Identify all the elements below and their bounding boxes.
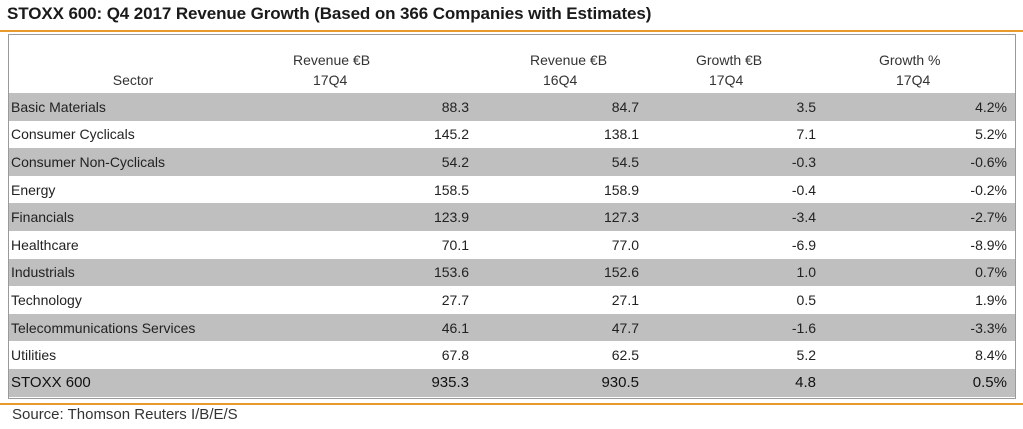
page-title: STOXX 600: Q4 2017 Revenue Growth (Based… <box>7 4 652 23</box>
table-row: Telecommunications Services 46.1 47.7 -1.6 -… <box>9 313 1015 342</box>
cell-growth-eur: 0.5 <box>796 291 816 308</box>
cell-revenue-17q4: 153.6 <box>433 264 469 281</box>
bottom-accent-rule <box>0 403 1023 405</box>
cell-revenue-16q4: 127.3 <box>603 209 639 226</box>
table-row: Technology 27.7 27.1 0.5 1.9% <box>9 286 1015 314</box>
cell-revenue-16q4: 54.5 <box>611 153 639 170</box>
column-subheader-growth-pct: 17Q4 <box>896 72 931 88</box>
header-row-periods: Sector 17Q4 16Q4 17Q4 17Q4 <box>9 72 1015 93</box>
cell-revenue-17q4: 145.2 <box>433 126 469 143</box>
cell-growth-eur: -0.4 <box>791 181 816 198</box>
cell-sector: Consumer Non-Cyclicals <box>11 153 166 170</box>
table-row: Energy 158.5 158.9 -0.4 -0.2% <box>9 176 1015 204</box>
table-row: Basic Materials 88.3 84.7 3.5 4.2% <box>9 93 1015 121</box>
column-header-growth-pct: Growth % <box>879 52 941 68</box>
cell-revenue-16q4: 84.7 <box>611 98 639 115</box>
cell-revenue-17q4: 88.3 <box>441 98 469 115</box>
cell-growth-eur: 3.5 <box>796 98 816 115</box>
cell-revenue-17q4: 67.8 <box>441 347 469 364</box>
column-header-sector-top <box>9 35 257 72</box>
table-row: Healthcare 70.1 77.0 -6.9 -8.9% <box>9 231 1015 259</box>
table-row: Utilities 67.8 62.5 5.2 8.4% <box>9 341 1015 369</box>
cell-growth-pct: -0.2% <box>970 181 1007 198</box>
table-total-row: STOXX 600 935.3 930.5 4.8 0.5% <box>9 368 1015 397</box>
cell-growth-eur: 1.0 <box>796 264 816 281</box>
cell-sector: Basic Materials <box>11 98 106 115</box>
column-header-revenue-16q4: Revenue €B <box>530 52 608 68</box>
column-header-sector: Sector <box>112 72 154 88</box>
table-frame <box>8 34 1016 399</box>
cell-growth-eur: -1.6 <box>791 319 816 336</box>
cell-growth-pct: 5.2% <box>975 126 1007 143</box>
cell-growth-pct: -8.9% <box>970 236 1007 253</box>
top-accent-rule <box>0 30 1023 32</box>
table-row: Industrials 153.6 152.6 1.0 0.7% <box>9 258 1015 287</box>
column-subheader-growth-eur: 17Q4 <box>709 72 744 88</box>
cell-revenue-16q4: 138.1 <box>603 126 639 143</box>
column-subheader-revenue-17q4: 17Q4 <box>313 72 348 88</box>
cell-growth-pct: 1.9% <box>975 291 1007 308</box>
column-subheader-revenue-16q4: 16Q4 <box>543 72 578 88</box>
cell-growth-pct: 8.4% <box>975 347 1007 364</box>
table-body: Basic Materials 88.3 84.7 3.5 4.2% Consumer C… <box>9 93 1015 397</box>
column-header-growth-eur: Growth €B <box>696 52 763 68</box>
cell-sector: Consumer Cyclicals <box>11 126 135 143</box>
cell-revenue-16q4: 77.0 <box>611 236 639 253</box>
source-note: Source: Thomson Reuters I/B/E/S <box>12 406 238 423</box>
cell-growth-eur: -6.9 <box>791 236 816 253</box>
cell-revenue-16q4: 152.6 <box>603 264 639 281</box>
cell-sector: Energy <box>11 181 56 198</box>
total-cell-growth-eur: 4.8 <box>795 374 816 392</box>
total-cell-revenue-17q4: 935.3 <box>431 374 469 392</box>
header-row-labels: Revenue €B Revenue €B Growth €B Growth % <box>9 35 1015 72</box>
table-row: Consumer Cyclicals 145.2 138.1 7.1 5.2% <box>9 121 1015 149</box>
cell-sector: Technology <box>11 291 82 308</box>
revenue-growth-table: Revenue €B Revenue €B Growth €B Growth %… <box>9 35 1015 397</box>
cell-revenue-16q4: 27.1 <box>611 291 639 308</box>
cell-revenue-17q4: 46.1 <box>441 319 469 336</box>
cell-growth-eur: -3.4 <box>791 209 816 226</box>
total-cell-revenue-16q4: 930.5 <box>601 374 639 392</box>
cell-revenue-17q4: 123.9 <box>433 209 469 226</box>
cell-sector: Industrials <box>11 264 75 281</box>
cell-growth-eur: 5.2 <box>796 347 816 364</box>
cell-revenue-17q4: 70.1 <box>441 236 469 253</box>
cell-revenue-16q4: 158.9 <box>603 181 639 198</box>
cell-revenue-17q4: 158.5 <box>433 181 469 198</box>
table-row: Financials 123.9 127.3 -3.4 -2.7% <box>9 203 1015 231</box>
cell-growth-pct: -2.7% <box>970 209 1007 226</box>
total-cell-sector: STOXX 600 <box>11 374 91 392</box>
total-cell-growth-pct: 0.5% <box>972 374 1007 392</box>
cell-sector: Financials <box>11 209 75 226</box>
cell-revenue-16q4: 62.5 <box>611 347 639 364</box>
cell-revenue-17q4: 54.2 <box>441 153 469 170</box>
cell-revenue-17q4: 27.7 <box>441 291 469 308</box>
cell-growth-pct: 0.7% <box>975 264 1007 281</box>
cell-sector: Telecommunications Services <box>11 319 196 336</box>
cell-sector: Utilities <box>11 347 57 364</box>
column-header-revenue-17q4: Revenue €B <box>293 52 371 68</box>
cell-revenue-16q4: 47.7 <box>611 319 639 336</box>
cell-growth-pct: 4.2% <box>975 98 1007 115</box>
cell-sector: Healthcare <box>11 236 79 253</box>
table-row: Consumer Non-Cyclicals 54.2 54.5 -0.3 -0.6% <box>9 148 1015 176</box>
cell-growth-pct: -0.6% <box>970 153 1007 170</box>
cell-growth-pct: -3.3% <box>970 319 1007 336</box>
cell-growth-eur: 7.1 <box>796 126 816 143</box>
cell-growth-eur: -0.3 <box>791 153 816 170</box>
